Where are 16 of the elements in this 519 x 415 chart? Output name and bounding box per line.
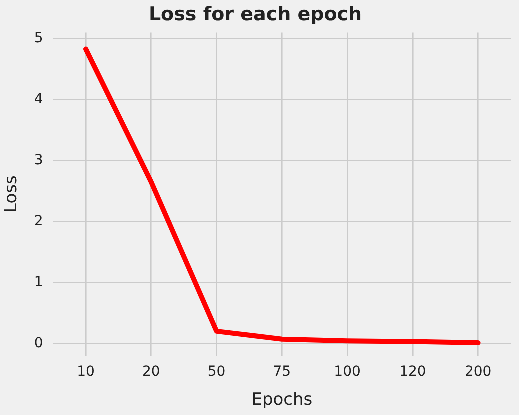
x-tick-label: 120 xyxy=(400,364,426,380)
x-axis-title: Epochs xyxy=(252,390,313,410)
chart-title: Loss for each epoch xyxy=(148,3,362,26)
x-tick-label: 50 xyxy=(208,364,226,380)
x-tick-label: 100 xyxy=(334,364,361,380)
y-tick-label: 5 xyxy=(34,30,44,47)
y-tick-label: 3 xyxy=(34,152,44,168)
x-tick-label: 75 xyxy=(273,364,292,380)
x-tick-label: 200 xyxy=(464,364,492,380)
x-tick-label: 10 xyxy=(77,364,95,380)
y-tick-label: 0 xyxy=(34,335,44,352)
y-tick-label: 1 xyxy=(34,274,44,290)
x-tick-label: 20 xyxy=(142,364,160,380)
y-tick-label: 4 xyxy=(34,91,44,108)
y-tick-label: 2 xyxy=(34,213,44,230)
y-axis-title: Loss xyxy=(2,176,22,213)
